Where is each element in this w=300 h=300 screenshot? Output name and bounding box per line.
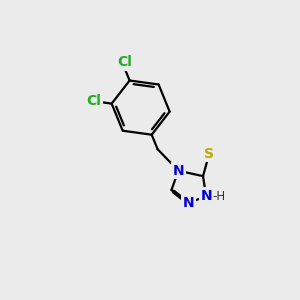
Text: N: N xyxy=(172,164,184,178)
Text: N: N xyxy=(200,189,212,203)
Text: -H: -H xyxy=(212,190,225,203)
Text: S: S xyxy=(204,147,214,161)
Text: N: N xyxy=(183,196,194,210)
Text: Cl: Cl xyxy=(87,94,102,108)
Text: Cl: Cl xyxy=(117,55,132,69)
